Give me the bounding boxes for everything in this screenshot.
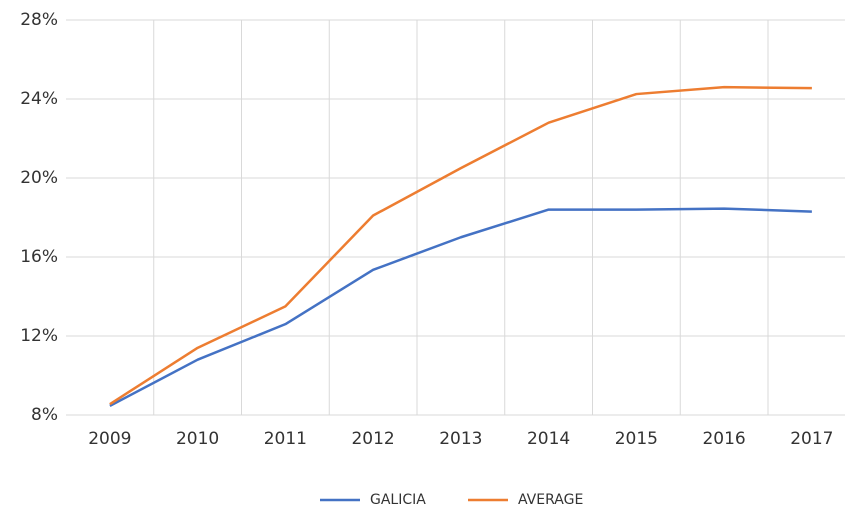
y-tick-label: 16% [20, 247, 58, 267]
series-line [109, 207, 812, 408]
series-line [109, 85, 812, 406]
x-tick-label: 2009 [88, 429, 131, 449]
y-tick-label: 20% [20, 168, 58, 188]
y-tick-label: 28% [20, 10, 58, 30]
x-tick-label: 2017 [790, 429, 833, 449]
x-tick-label: 2015 [615, 429, 658, 449]
legend-label: GALICIA [370, 492, 426, 508]
x-tick-label: 2010 [176, 429, 219, 449]
y-tick-label: 12% [20, 326, 58, 346]
x-tick-label: 2014 [527, 429, 570, 449]
x-tick-label: 2011 [264, 429, 307, 449]
y-tick-label: 24% [20, 89, 58, 109]
x-tick-label: 2012 [351, 429, 394, 449]
y-tick-label: 8% [31, 405, 58, 425]
legend-label: AVERAGE [518, 492, 583, 508]
x-tick-label: 2013 [439, 429, 482, 449]
x-tick-label: 2016 [702, 429, 745, 449]
